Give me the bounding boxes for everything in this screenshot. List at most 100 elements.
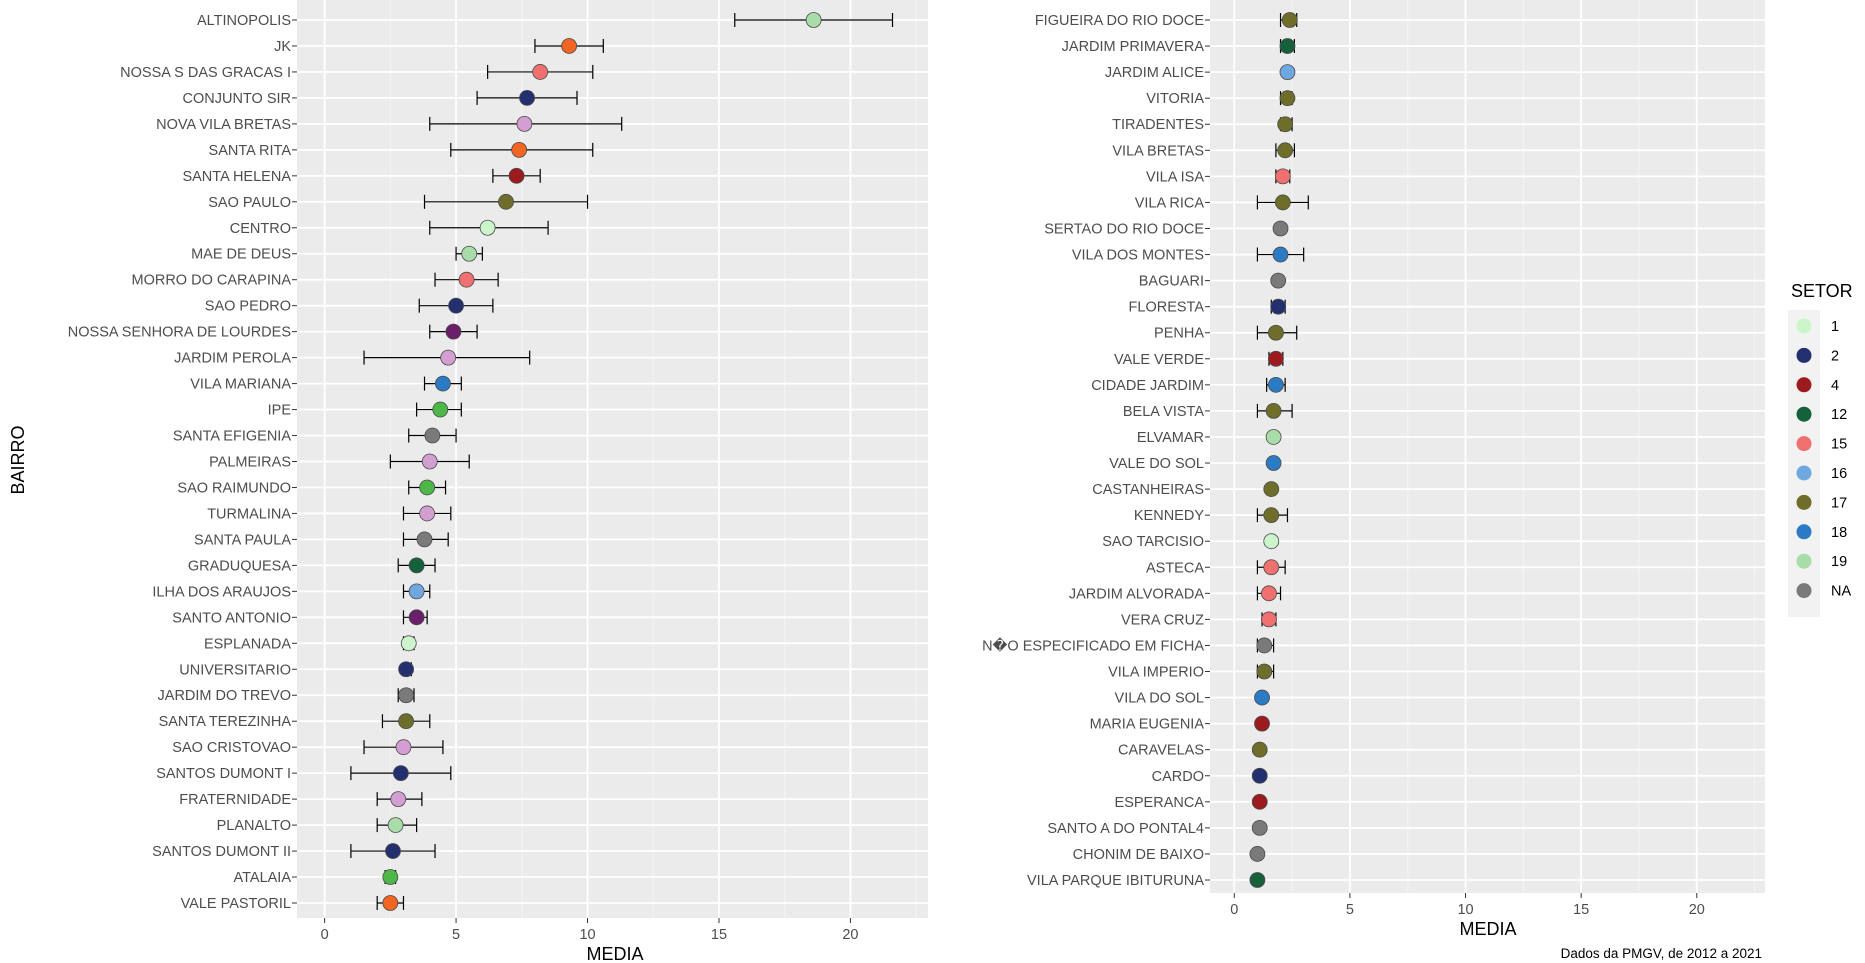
x-tick-label: 5 xyxy=(452,927,460,943)
y-tick-label: ILHA DOS ARAUJOS xyxy=(152,584,291,600)
data-point xyxy=(1251,793,1268,810)
y-tick-label: BELA VISTA xyxy=(1123,404,1204,420)
data-point xyxy=(1265,455,1282,471)
legend-key xyxy=(1796,406,1812,422)
y-tick-label: TIRADENTES xyxy=(1112,117,1204,133)
data-point xyxy=(1263,559,1280,576)
data-point xyxy=(390,791,407,808)
x-tick-label: 5 xyxy=(1346,902,1354,918)
data-point xyxy=(398,661,415,678)
data-point xyxy=(408,583,425,600)
y-tick-label: VALE VERDE xyxy=(1114,352,1204,368)
data-point xyxy=(408,609,425,626)
data-point xyxy=(1251,741,1268,758)
y-tick-label: VALE DO SOL xyxy=(1109,456,1204,472)
y-tick-label: ALTINOPOLIS xyxy=(197,13,291,29)
y-tick-label: CARDO xyxy=(1152,769,1204,785)
data-point xyxy=(1263,533,1280,550)
y-tick-label: NOSSA SENHORA DE LOURDES xyxy=(68,325,291,341)
y-tick-label: PLANALTO xyxy=(217,818,291,834)
y-tick-label: JARDIM PRIMAVERA xyxy=(1062,39,1205,55)
legend-item: 2 xyxy=(1796,347,1839,364)
y-tick-label: PALMEIRAS xyxy=(209,455,291,471)
data-point xyxy=(458,271,475,288)
data-point xyxy=(1279,38,1296,54)
legend-label: 12 xyxy=(1831,407,1847,423)
y-tick-label: CARAVELAS xyxy=(1118,743,1204,759)
data-point xyxy=(448,297,464,314)
legend-item: NA xyxy=(1796,583,1851,600)
y-tick-label: TURMALINA xyxy=(207,506,291,522)
x-tick-label: 15 xyxy=(1573,902,1589,918)
y-tick-label: SANTOS DUMONT II xyxy=(152,844,291,860)
data-point xyxy=(1263,507,1280,524)
y-tick-label: CENTRO xyxy=(230,221,291,237)
y-tick-label: MARIA EUGENIA xyxy=(1090,717,1205,733)
y-tick-label: CHONIM DE BAIXO xyxy=(1073,847,1204,863)
y-tick-label: SANTA RITA xyxy=(209,143,292,159)
data-point xyxy=(1261,585,1277,602)
y-tick-label: JARDIM ALICE xyxy=(1105,65,1204,81)
data-point xyxy=(1251,819,1268,836)
data-point xyxy=(400,635,417,652)
x-tick-label: 10 xyxy=(579,927,595,943)
y-tick-label: SANTA PAULA xyxy=(194,532,291,548)
data-point xyxy=(461,245,478,262)
data-point xyxy=(1254,715,1270,732)
legend-item: 12 xyxy=(1796,406,1847,423)
y-tick-label: SAO TARCISIO xyxy=(1102,534,1204,550)
y-tick-label: CASTANHEIRAS xyxy=(1092,482,1204,498)
y-tick-label: SANTA HELENA xyxy=(182,169,291,185)
data-point xyxy=(432,401,449,418)
y-tick-label: VILA DOS MONTES xyxy=(1072,248,1204,264)
y-tick-label: FIGUEIRA DO RIO DOCE xyxy=(1035,13,1205,29)
y-tick-label: SANTO A DO PONTAL4 xyxy=(1047,821,1204,837)
data-point xyxy=(1256,637,1273,654)
y-tick-label: CIDADE JARDIM xyxy=(1091,378,1204,394)
y-tick-label: JARDIM DO TREVO xyxy=(158,688,291,704)
data-point xyxy=(392,765,409,782)
legend-label: 19 xyxy=(1831,554,1847,570)
data-point xyxy=(1277,116,1294,133)
x-tick-label: 0 xyxy=(1230,902,1238,918)
y-tick-label: SAO PAULO xyxy=(208,195,291,211)
legend-label: NA xyxy=(1831,584,1851,600)
y-tick-label: SANTO ANTONIO xyxy=(172,610,291,626)
data-point xyxy=(445,323,462,340)
legend-key xyxy=(1796,553,1812,569)
panel-background xyxy=(1210,0,1765,893)
data-point xyxy=(561,38,578,54)
legend-key xyxy=(1796,318,1812,334)
y-tick-label: KENNEDY xyxy=(1134,508,1204,524)
y-tick-label: ESPLANADA xyxy=(204,636,291,652)
y-tick-label: SANTA EFIGENIA xyxy=(173,429,292,445)
legend-item: 15 xyxy=(1796,436,1847,453)
data-point xyxy=(398,687,415,704)
y-tick-label: JK xyxy=(274,39,291,55)
y-tick-label: BAGUARI xyxy=(1139,274,1204,290)
x-tick-label: 20 xyxy=(842,927,858,943)
data-point xyxy=(395,739,412,756)
data-point xyxy=(1249,846,1266,862)
data-point xyxy=(479,219,496,236)
data-point xyxy=(1270,298,1287,315)
data-point xyxy=(805,12,822,28)
y-tick-label: GRADUQUESA xyxy=(188,558,291,574)
data-point xyxy=(1251,767,1268,784)
data-point xyxy=(1254,689,1270,706)
y-tick-label: VILA RICA xyxy=(1135,195,1205,211)
y-tick-label: SANTA TEREZINHA xyxy=(159,714,292,730)
y-tick-label: IPE xyxy=(268,403,292,419)
data-point xyxy=(1265,403,1282,419)
data-point xyxy=(516,115,533,132)
data-point xyxy=(498,193,514,210)
data-point xyxy=(1249,872,1266,888)
data-point xyxy=(1277,142,1294,159)
y-tick-label: UNIVERSITARIO xyxy=(179,662,291,678)
legend-item: 4 xyxy=(1796,377,1839,394)
legend-item: 1 xyxy=(1796,318,1839,335)
data-point xyxy=(424,427,441,444)
legend-label: 15 xyxy=(1831,437,1847,453)
